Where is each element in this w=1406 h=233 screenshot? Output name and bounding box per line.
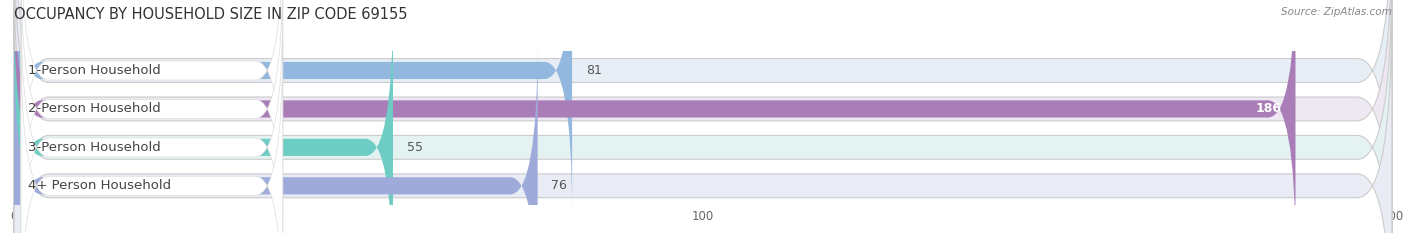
FancyBboxPatch shape: [14, 41, 537, 233]
FancyBboxPatch shape: [14, 0, 1392, 233]
FancyBboxPatch shape: [14, 0, 572, 216]
FancyBboxPatch shape: [21, 41, 283, 233]
FancyBboxPatch shape: [14, 0, 1295, 233]
Text: 4+ Person Household: 4+ Person Household: [28, 179, 172, 192]
FancyBboxPatch shape: [14, 0, 1392, 233]
FancyBboxPatch shape: [21, 3, 283, 233]
Text: 55: 55: [406, 141, 423, 154]
Text: 2-Person Household: 2-Person Household: [28, 103, 160, 115]
FancyBboxPatch shape: [14, 0, 1392, 233]
Text: Source: ZipAtlas.com: Source: ZipAtlas.com: [1281, 7, 1392, 17]
FancyBboxPatch shape: [14, 2, 394, 233]
Text: 186: 186: [1256, 103, 1282, 115]
FancyBboxPatch shape: [21, 0, 283, 215]
FancyBboxPatch shape: [14, 6, 1392, 233]
Text: 76: 76: [551, 179, 567, 192]
Text: 3-Person Household: 3-Person Household: [28, 141, 160, 154]
Text: 81: 81: [586, 64, 602, 77]
FancyBboxPatch shape: [21, 0, 283, 233]
Text: OCCUPANCY BY HOUSEHOLD SIZE IN ZIP CODE 69155: OCCUPANCY BY HOUSEHOLD SIZE IN ZIP CODE …: [14, 7, 408, 22]
Text: 1-Person Household: 1-Person Household: [28, 64, 160, 77]
